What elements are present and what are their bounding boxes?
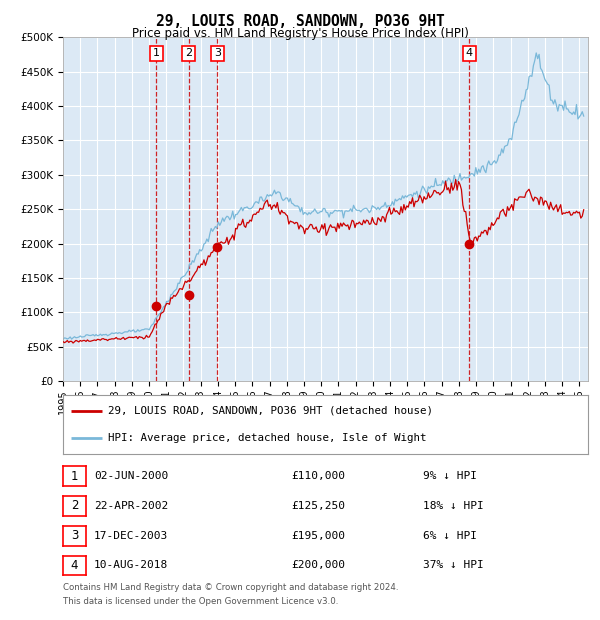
Text: 4: 4 xyxy=(466,48,473,58)
Text: 6% ↓ HPI: 6% ↓ HPI xyxy=(423,531,477,541)
Text: 4: 4 xyxy=(71,559,78,572)
Text: 1: 1 xyxy=(153,48,160,58)
Text: Contains HM Land Registry data © Crown copyright and database right 2024.: Contains HM Land Registry data © Crown c… xyxy=(63,583,398,593)
Text: 10-AUG-2018: 10-AUG-2018 xyxy=(94,560,169,570)
Text: This data is licensed under the Open Government Licence v3.0.: This data is licensed under the Open Gov… xyxy=(63,597,338,606)
Text: 9% ↓ HPI: 9% ↓ HPI xyxy=(423,471,477,481)
Text: 18% ↓ HPI: 18% ↓ HPI xyxy=(423,501,484,511)
Text: 3: 3 xyxy=(214,48,221,58)
Text: 37% ↓ HPI: 37% ↓ HPI xyxy=(423,560,484,570)
Text: Price paid vs. HM Land Registry's House Price Index (HPI): Price paid vs. HM Land Registry's House … xyxy=(131,27,469,40)
Text: £195,000: £195,000 xyxy=(291,531,345,541)
Text: £200,000: £200,000 xyxy=(291,560,345,570)
Text: HPI: Average price, detached house, Isle of Wight: HPI: Average price, detached house, Isle… xyxy=(107,433,426,443)
Text: 1: 1 xyxy=(71,470,78,482)
Text: 29, LOUIS ROAD, SANDOWN, PO36 9HT: 29, LOUIS ROAD, SANDOWN, PO36 9HT xyxy=(155,14,445,29)
Text: 29, LOUIS ROAD, SANDOWN, PO36 9HT (detached house): 29, LOUIS ROAD, SANDOWN, PO36 9HT (detac… xyxy=(107,406,433,416)
Text: £125,250: £125,250 xyxy=(291,501,345,511)
Text: 3: 3 xyxy=(71,529,78,542)
Text: 2: 2 xyxy=(71,500,78,512)
Text: 17-DEC-2003: 17-DEC-2003 xyxy=(94,531,169,541)
Text: 22-APR-2002: 22-APR-2002 xyxy=(94,501,169,511)
Text: 2: 2 xyxy=(185,48,193,58)
Text: £110,000: £110,000 xyxy=(291,471,345,481)
Text: 02-JUN-2000: 02-JUN-2000 xyxy=(94,471,169,481)
